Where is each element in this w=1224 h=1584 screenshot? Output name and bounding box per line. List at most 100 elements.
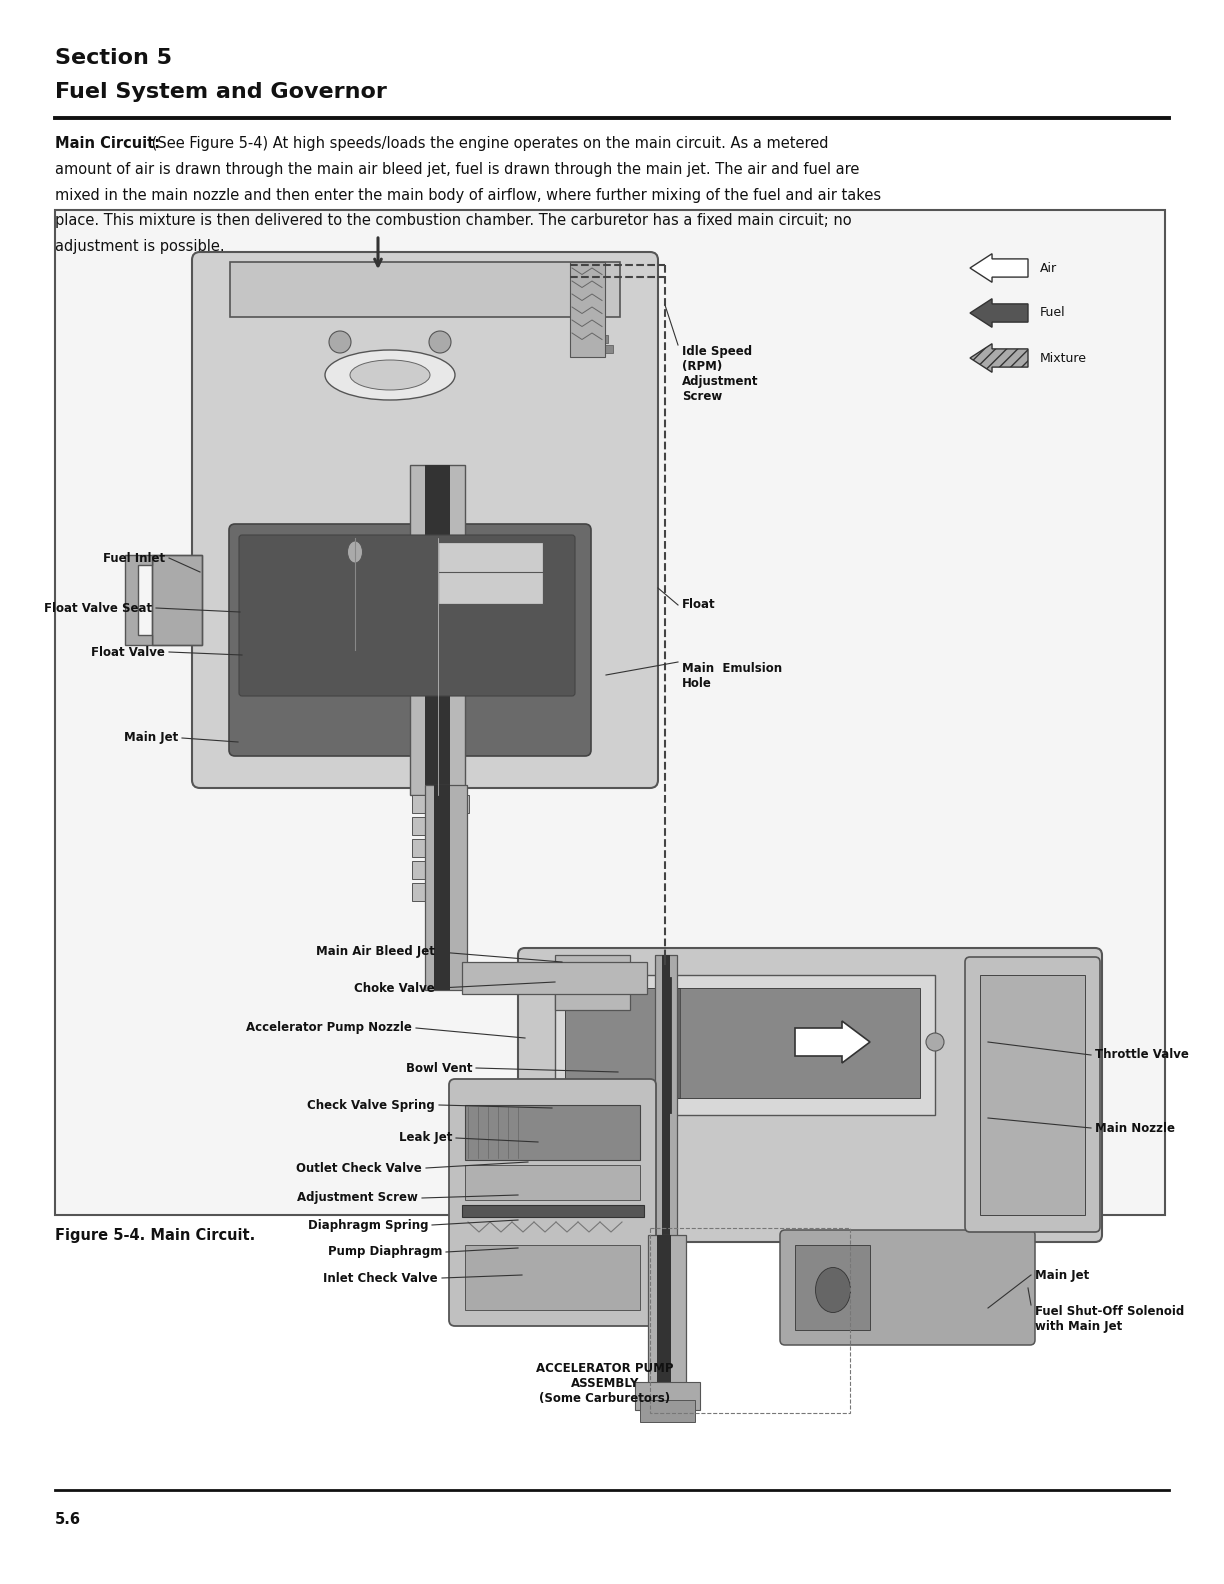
Bar: [55, 211, 1165, 1215]
Bar: [465, 1245, 640, 1310]
Bar: [425, 466, 450, 795]
Ellipse shape: [326, 350, 455, 401]
Bar: [570, 276, 578, 284]
Text: Fuel System and Governor: Fuel System and Governor: [55, 82, 387, 101]
Ellipse shape: [348, 542, 362, 562]
Text: Float: Float: [682, 599, 716, 611]
Bar: [152, 554, 202, 645]
Text: Figure 5-4. Main Circuit.: Figure 5-4. Main Circuit.: [55, 1228, 256, 1243]
Bar: [435, 539, 545, 608]
Text: Section 5: Section 5: [55, 48, 173, 68]
Bar: [662, 955, 670, 1296]
FancyArrow shape: [969, 344, 1028, 372]
Text: 5.6: 5.6: [55, 1513, 81, 1527]
Text: Fuel Inlet: Fuel Inlet: [103, 551, 165, 564]
Text: Float Valve: Float Valve: [91, 646, 165, 659]
Bar: [435, 786, 450, 990]
Ellipse shape: [927, 1033, 944, 1052]
Text: place. This mixture is then delivered to the combustion chamber. The carburetor : place. This mixture is then delivered to…: [55, 214, 852, 228]
Text: Main Jet: Main Jet: [124, 732, 177, 744]
Bar: [410, 466, 465, 795]
FancyBboxPatch shape: [192, 252, 659, 787]
Ellipse shape: [433, 840, 443, 851]
Text: Main Air Bleed Jet: Main Air Bleed Jet: [316, 946, 435, 958]
Bar: [554, 955, 630, 1011]
Text: Accelerator Pump Nozzle: Accelerator Pump Nozzle: [246, 1022, 412, 1034]
Text: Idle Speed
(RPM)
Adjustment
Screw: Idle Speed (RPM) Adjustment Screw: [682, 345, 759, 402]
Bar: [580, 295, 588, 303]
Bar: [425, 786, 468, 990]
Bar: [570, 261, 605, 356]
Text: Float Valve Seat: Float Valve Seat: [44, 602, 152, 615]
Bar: [595, 325, 603, 333]
Ellipse shape: [428, 331, 450, 353]
FancyArrow shape: [969, 299, 1028, 328]
Bar: [660, 988, 681, 1098]
FancyArrow shape: [985, 1022, 1047, 1063]
Ellipse shape: [350, 360, 430, 390]
Ellipse shape: [433, 885, 443, 895]
FancyBboxPatch shape: [518, 947, 1102, 1242]
Bar: [640, 1400, 695, 1422]
Bar: [465, 1164, 640, 1201]
Bar: [412, 840, 465, 857]
Text: Bowl Vent: Bowl Vent: [405, 1061, 472, 1074]
FancyBboxPatch shape: [229, 524, 591, 756]
Bar: [657, 1236, 671, 1391]
Text: Main Nozzle: Main Nozzle: [1095, 1121, 1175, 1134]
Bar: [152, 554, 202, 645]
Ellipse shape: [612, 1080, 628, 1096]
Text: Throttle Valve: Throttle Valve: [1095, 1049, 1189, 1061]
Bar: [565, 988, 920, 1098]
Bar: [650, 1228, 849, 1413]
Bar: [412, 795, 469, 813]
Text: Leak Jet: Leak Jet: [399, 1131, 452, 1145]
Bar: [980, 976, 1084, 1215]
Text: Outlet Check Valve: Outlet Check Valve: [296, 1161, 422, 1174]
Text: amount of air is drawn through the main air bleed jet, fuel is drawn through the: amount of air is drawn through the main …: [55, 162, 859, 177]
Bar: [590, 315, 599, 323]
Text: Pump Diaphragm: Pump Diaphragm: [328, 1245, 442, 1259]
Bar: [585, 306, 592, 314]
Bar: [575, 285, 583, 293]
Text: Fuel: Fuel: [1040, 306, 1066, 320]
FancyBboxPatch shape: [449, 1079, 656, 1326]
Text: mixed in the main nozzle and then enter the main body of airflow, where further : mixed in the main nozzle and then enter …: [55, 187, 881, 203]
Bar: [465, 1106, 640, 1159]
Bar: [438, 542, 543, 604]
Bar: [655, 955, 677, 1296]
Text: Main Circuit:: Main Circuit:: [55, 136, 160, 150]
Bar: [600, 334, 608, 344]
Bar: [230, 261, 621, 317]
Bar: [647, 1236, 685, 1391]
Polygon shape: [125, 554, 152, 645]
Text: Mixture: Mixture: [1040, 352, 1087, 364]
Bar: [412, 882, 461, 901]
FancyBboxPatch shape: [965, 957, 1100, 1232]
Text: ACCELERATOR PUMP
ASSEMBLY
(Some Carburetors): ACCELERATOR PUMP ASSEMBLY (Some Carburet…: [536, 1362, 673, 1405]
Text: Inlet Check Valve: Inlet Check Valve: [323, 1272, 438, 1285]
Bar: [605, 345, 613, 353]
FancyBboxPatch shape: [780, 1231, 1036, 1345]
Text: adjustment is possible.: adjustment is possible.: [55, 239, 225, 253]
Text: (See Figure 5-4) At high speeds/loads the engine operates on the main circuit. A: (See Figure 5-4) At high speeds/loads th…: [147, 136, 829, 150]
Bar: [796, 1245, 870, 1331]
Bar: [461, 961, 647, 995]
Text: Air: Air: [1040, 261, 1058, 274]
Text: Fuel Shut-Off Solenoid
with Main Jet: Fuel Shut-Off Solenoid with Main Jet: [1036, 1305, 1185, 1334]
Text: Choke Valve: Choke Valve: [354, 982, 435, 995]
Bar: [461, 1205, 644, 1217]
Text: Main  Emulsion
Hole: Main Emulsion Hole: [682, 662, 782, 691]
Text: Check Valve Spring: Check Valve Spring: [307, 1098, 435, 1112]
Bar: [412, 817, 468, 835]
Text: Main Jet: Main Jet: [1036, 1269, 1089, 1281]
Ellipse shape: [433, 795, 443, 805]
Ellipse shape: [329, 331, 351, 353]
Bar: [412, 862, 463, 879]
Bar: [635, 1381, 700, 1410]
FancyBboxPatch shape: [239, 535, 575, 695]
Bar: [554, 976, 935, 1115]
Ellipse shape: [815, 1267, 851, 1313]
Text: Adjustment Screw: Adjustment Screw: [297, 1191, 419, 1204]
FancyArrow shape: [796, 1022, 870, 1063]
